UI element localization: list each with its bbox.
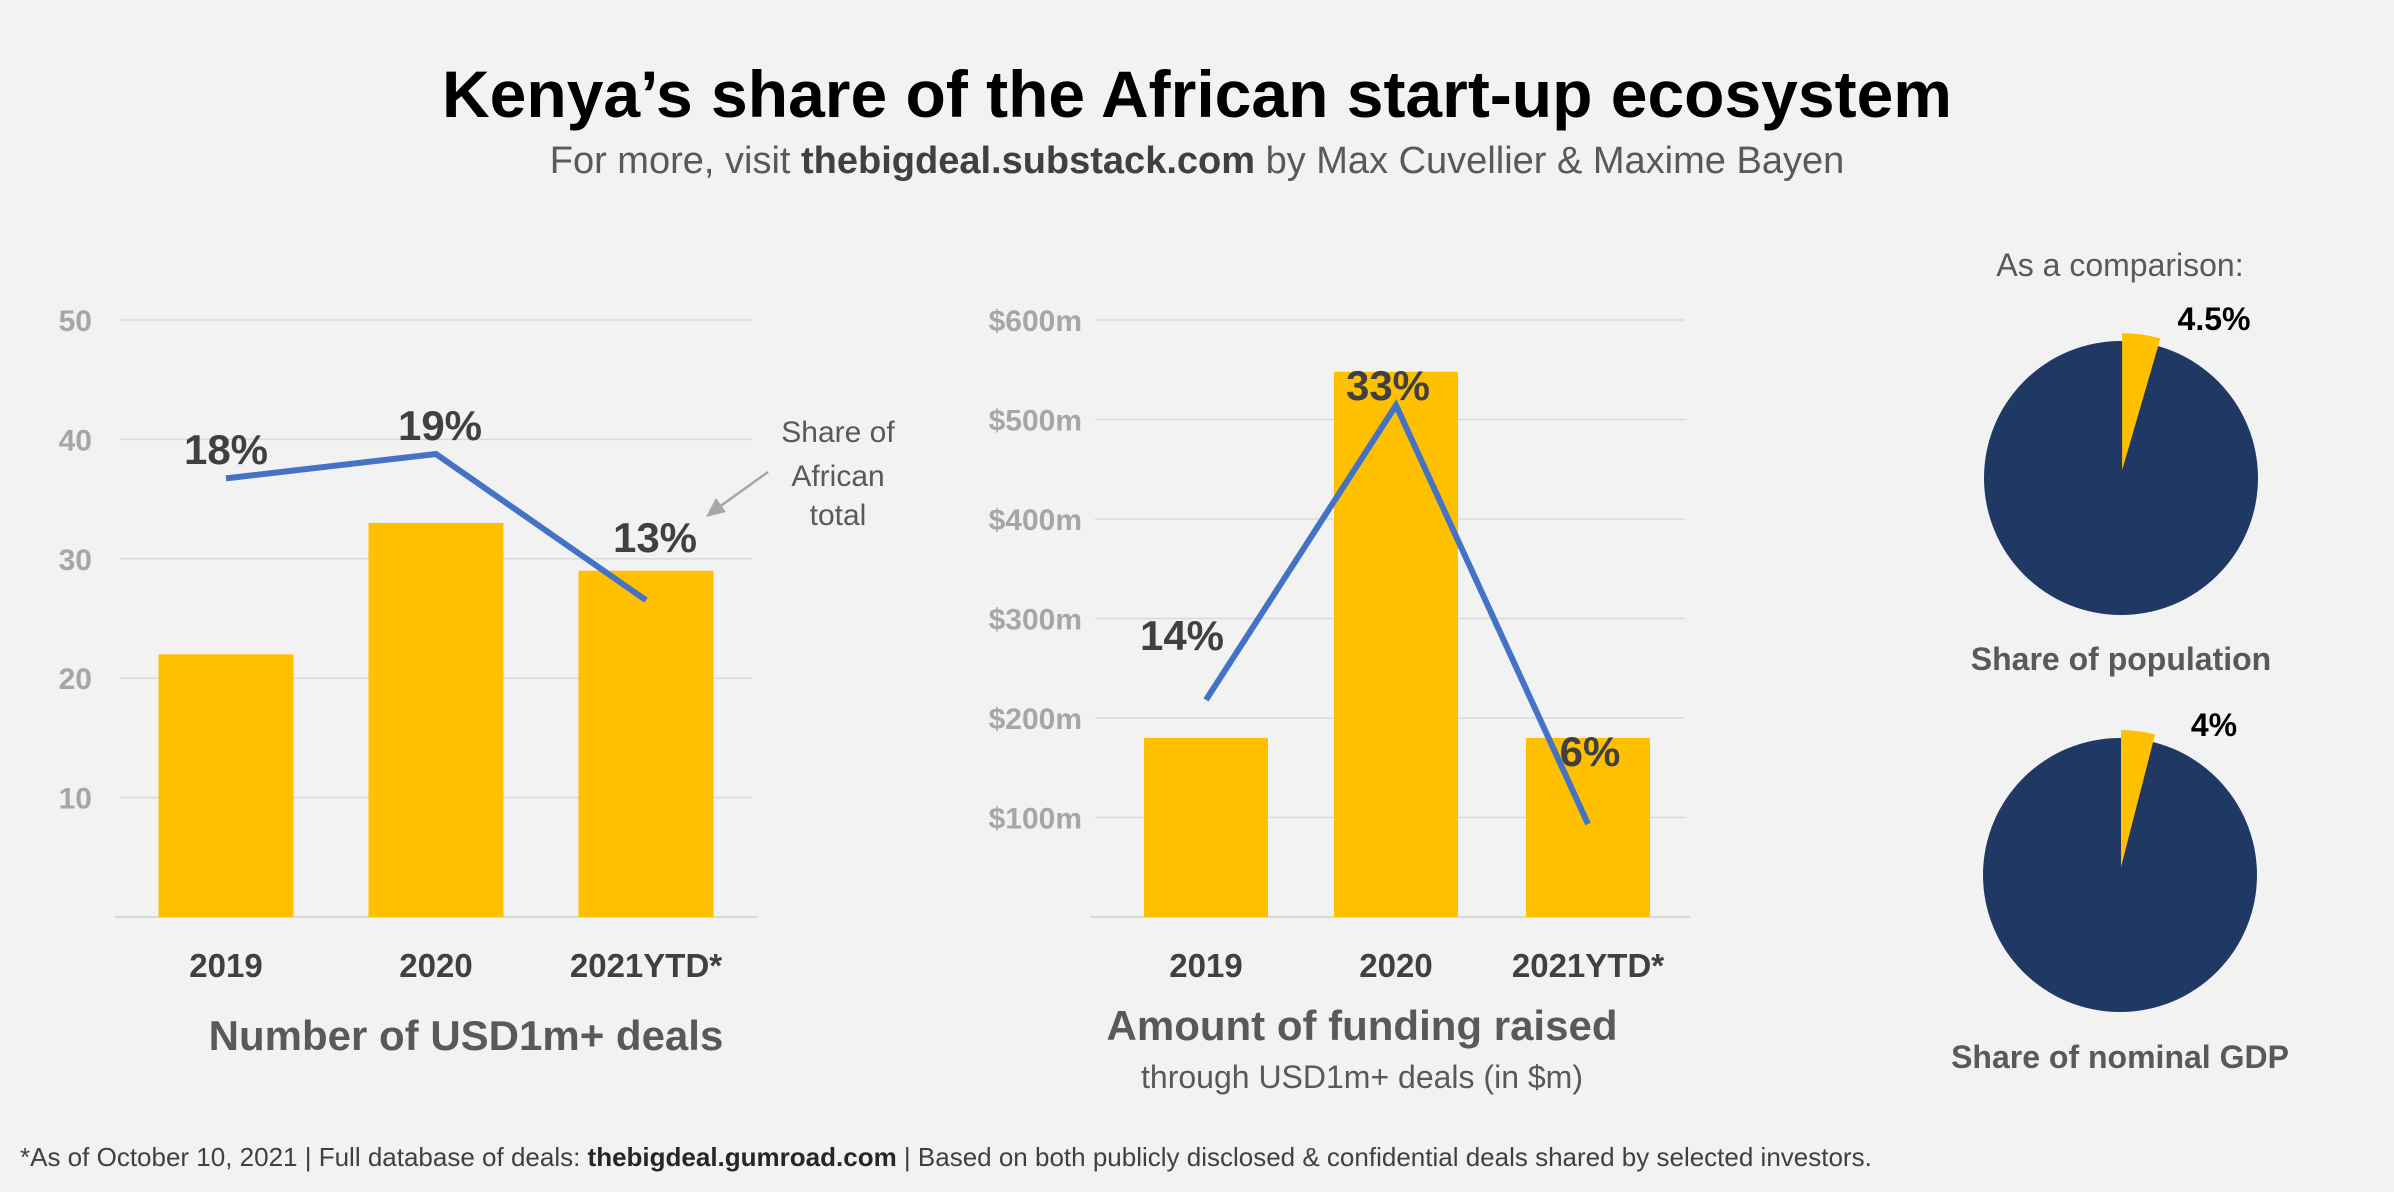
pie2-kenya-slice	[2121, 730, 2156, 868]
chart1-x-tick-label: 2021YTD*	[570, 947, 722, 984]
chart1-share-label: 18%	[184, 426, 268, 473]
chart2-bar	[1334, 371, 1458, 917]
chart1-bar	[578, 570, 714, 917]
annotation-arrow-line	[714, 470, 769, 512]
pie2-main-slice	[1983, 738, 2257, 1012]
chart2-share-label: 14%	[1140, 612, 1224, 659]
subtitle-prefix: For more, visit	[549, 140, 801, 182]
chart1-y-tick-label: 40	[59, 424, 92, 457]
pie1-title: Share of population	[1971, 641, 2271, 677]
chart2-y-tick-label: $400m	[989, 504, 1082, 537]
pie-heading: As a comparison:	[1996, 247, 2243, 283]
chart2-bar	[1526, 737, 1650, 917]
chart1-x-tick-label: 2019	[189, 947, 262, 984]
chart2-y-tick-label: $300m	[989, 604, 1082, 637]
chart2-y-tick-label: $600m	[989, 305, 1082, 338]
chart2-share-label: 33%	[1346, 362, 1430, 409]
subtitle-suffix: by Max Cuvellier & Maxime Bayen	[1255, 140, 1845, 182]
chart1-bar	[158, 654, 294, 917]
chart2-bar	[1144, 737, 1268, 917]
annotation-text: total	[810, 499, 867, 532]
chart1-y-tick-label: 20	[59, 663, 92, 696]
chart2-title: Amount of funding raised	[1107, 1002, 1618, 1049]
chart2-y-tick-label: $500m	[989, 405, 1082, 438]
chart1-y-tick-label: 10	[59, 783, 92, 816]
chart2-y-tick-label: $200m	[989, 703, 1082, 736]
annotation-text: Share of	[781, 416, 895, 449]
pie1-value-label: 4.5%	[2178, 301, 2251, 337]
annotation-arrow-head	[706, 498, 726, 517]
pie1-kenya-slice	[2122, 333, 2161, 471]
chart1-x-tick-label: 2020	[399, 947, 472, 984]
chart1-share-line	[225, 450, 648, 603]
chart2-y-tick-label: $100m	[989, 803, 1082, 836]
chart-subtitle: For more, visit thebigdeal.substack.com …	[0, 140, 2394, 183]
pie1-main-slice	[1984, 341, 2258, 615]
chart-title: Kenya’s share of the African start-up ec…	[442, 57, 1952, 131]
chart1-bar	[368, 522, 504, 917]
chart1-y-tick-label: 30	[59, 544, 92, 577]
chart2-x-tick-label: 2020	[1359, 947, 1432, 984]
chart2-share-label: 6%	[1560, 728, 1621, 775]
subtitle-link[interactable]: thebigdeal.substack.com	[801, 140, 1256, 182]
footnote: *As of October 10, 2021 | Full database …	[20, 1142, 1872, 1173]
chart1-share-label: 19%	[398, 402, 482, 449]
footnote-suffix: | Based on both publicly disclosed & con…	[896, 1142, 1872, 1172]
footnote-link[interactable]: thebigdeal.gumroad.com	[587, 1142, 897, 1172]
chart1-y-tick-label: 50	[59, 305, 92, 338]
chart1-share-label: 13%	[613, 514, 697, 561]
chart1-title: Number of USD1m+ deals	[209, 1012, 724, 1059]
footnote-prefix: *As of October 10, 2021 | Full database …	[20, 1142, 588, 1172]
chart2-subtitle: through USD1m+ deals (in $m)	[1141, 1059, 1583, 1095]
chart2-x-tick-label: 2019	[1169, 947, 1242, 984]
pie2-value-label: 4%	[2191, 707, 2237, 743]
chart2-share-line	[1203, 399, 1591, 826]
pie2-title: Share of nominal GDP	[1951, 1039, 2289, 1075]
chart2-x-tick-label: 2021YTD*	[1512, 947, 1664, 984]
annotation-text: African	[791, 460, 884, 493]
